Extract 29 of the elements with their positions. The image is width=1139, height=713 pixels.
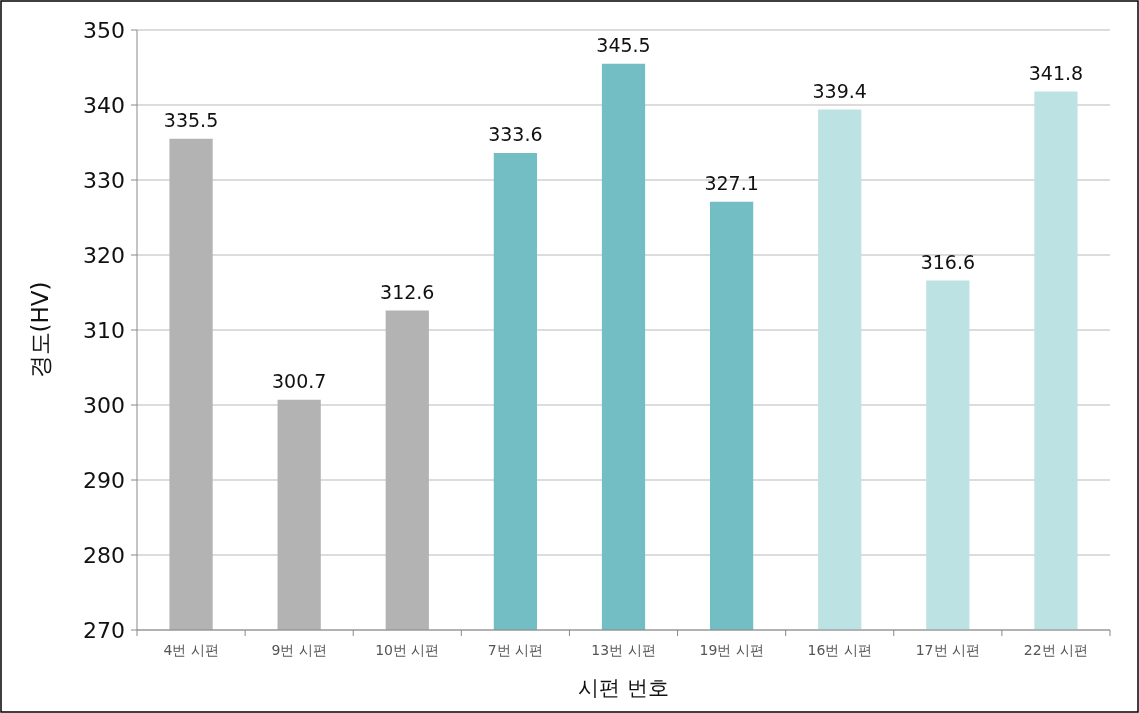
x-axis-title: 시편 번호 xyxy=(578,676,669,700)
x-tick-label: 9번 시편 xyxy=(271,642,327,658)
y-tick-label: 300 xyxy=(83,392,125,418)
data-label: 345.5 xyxy=(596,33,651,56)
data-label: 341.8 xyxy=(1028,61,1084,84)
data-label: 339.4 xyxy=(812,79,867,102)
y-tick-label: 330 xyxy=(83,167,125,193)
data-label: 335.5 xyxy=(163,108,219,131)
data-label: 300.7 xyxy=(271,369,327,392)
x-tick-label: 17번 시편 xyxy=(915,642,980,658)
x-tick-label: 16번 시편 xyxy=(807,642,872,658)
data-label: 316.6 xyxy=(920,250,976,273)
data-label: 327.1 xyxy=(704,171,759,194)
y-tick-label: 320 xyxy=(83,242,125,268)
y-tick-label: 340 xyxy=(83,92,125,118)
y-tick-label: 270 xyxy=(83,617,125,643)
x-tick-label: 10번 시편 xyxy=(375,642,440,658)
x-tick-label: 13번 시편 xyxy=(591,642,656,658)
data-label: 333.6 xyxy=(488,123,543,145)
data-label: 312.6 xyxy=(380,280,435,303)
y-tick-label: 310 xyxy=(83,317,125,343)
y-tick-label: 290 xyxy=(83,467,125,493)
y-tick-label: 280 xyxy=(83,542,125,568)
x-tick-label: 4번 시편 xyxy=(163,642,219,658)
x-tick-label: 19번 시편 xyxy=(699,642,764,658)
y-axis-title: 경도(HV) xyxy=(27,281,53,379)
x-tick-label: 7번 시편 xyxy=(487,642,544,658)
y-tick-label: 350 xyxy=(83,17,125,43)
x-tick-label: 22번 시편 xyxy=(1023,642,1089,658)
